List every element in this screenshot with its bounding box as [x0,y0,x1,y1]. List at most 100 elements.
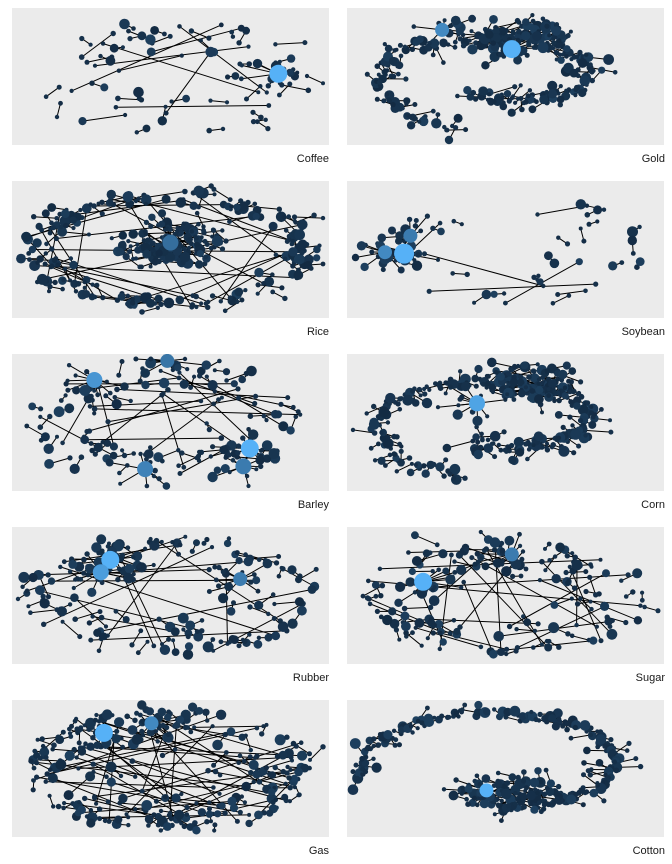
node [133,86,144,98]
node [415,726,420,731]
node [501,291,507,296]
node [99,632,108,641]
edge [45,86,60,98]
node [201,540,207,546]
node [126,239,131,244]
network-graph-rice [16,183,326,315]
node [442,18,447,23]
node [226,452,232,458]
node [533,431,544,441]
node [475,802,480,808]
node [536,381,541,386]
node [439,713,445,719]
node [490,40,496,46]
node [157,814,163,820]
node [194,304,199,310]
node [150,240,156,247]
node [453,113,463,123]
node [192,826,201,835]
node [176,448,181,453]
hub-node [101,550,120,569]
node [612,70,618,75]
node [131,26,136,31]
node [283,228,289,233]
node [583,569,589,575]
node [92,717,98,723]
node [202,641,214,653]
node [290,740,297,747]
node [544,643,553,652]
panel-rice [12,181,329,318]
node [557,52,562,57]
node [475,559,481,565]
node [513,55,522,65]
node [158,828,163,833]
node [447,471,453,477]
node [169,99,174,104]
node [89,80,95,86]
node [49,246,55,252]
node [96,550,102,556]
node [199,628,205,634]
node [253,393,259,399]
node [156,725,162,731]
node [204,242,210,247]
node [395,237,403,245]
node [187,236,193,242]
node [378,406,390,418]
node [48,264,54,270]
node [282,256,288,261]
node [255,455,265,465]
node [236,40,242,46]
edge [183,199,290,241]
node [347,784,359,795]
node [212,389,217,394]
edge [162,393,239,447]
edge [404,606,431,609]
node [505,392,510,397]
node [201,224,206,229]
node [205,810,214,818]
node [453,627,461,636]
node [473,709,479,715]
node [175,295,185,305]
node [233,203,241,211]
node [388,56,398,66]
edge [557,290,586,295]
node [509,368,514,373]
node [554,411,563,419]
node [556,38,562,43]
node [516,378,525,387]
node [545,801,552,808]
hub-node [269,64,288,83]
node [422,386,427,392]
node [517,531,522,537]
node [189,302,196,308]
node [133,807,138,812]
node [612,759,617,765]
node [265,83,271,89]
node [573,402,581,410]
node [480,436,485,441]
node [99,211,105,217]
node [443,457,449,463]
node [529,777,540,788]
node [281,793,289,801]
node [578,226,583,231]
node [129,758,136,764]
node [142,249,152,259]
node [570,429,581,440]
node [297,605,307,616]
node [588,410,595,416]
node [188,385,194,390]
node [152,467,158,474]
node [583,433,588,438]
node [606,628,618,640]
node [145,707,154,716]
node [521,614,526,619]
node [44,241,49,247]
edge [131,630,142,646]
node [177,817,182,822]
node [625,572,631,578]
node [207,380,218,391]
